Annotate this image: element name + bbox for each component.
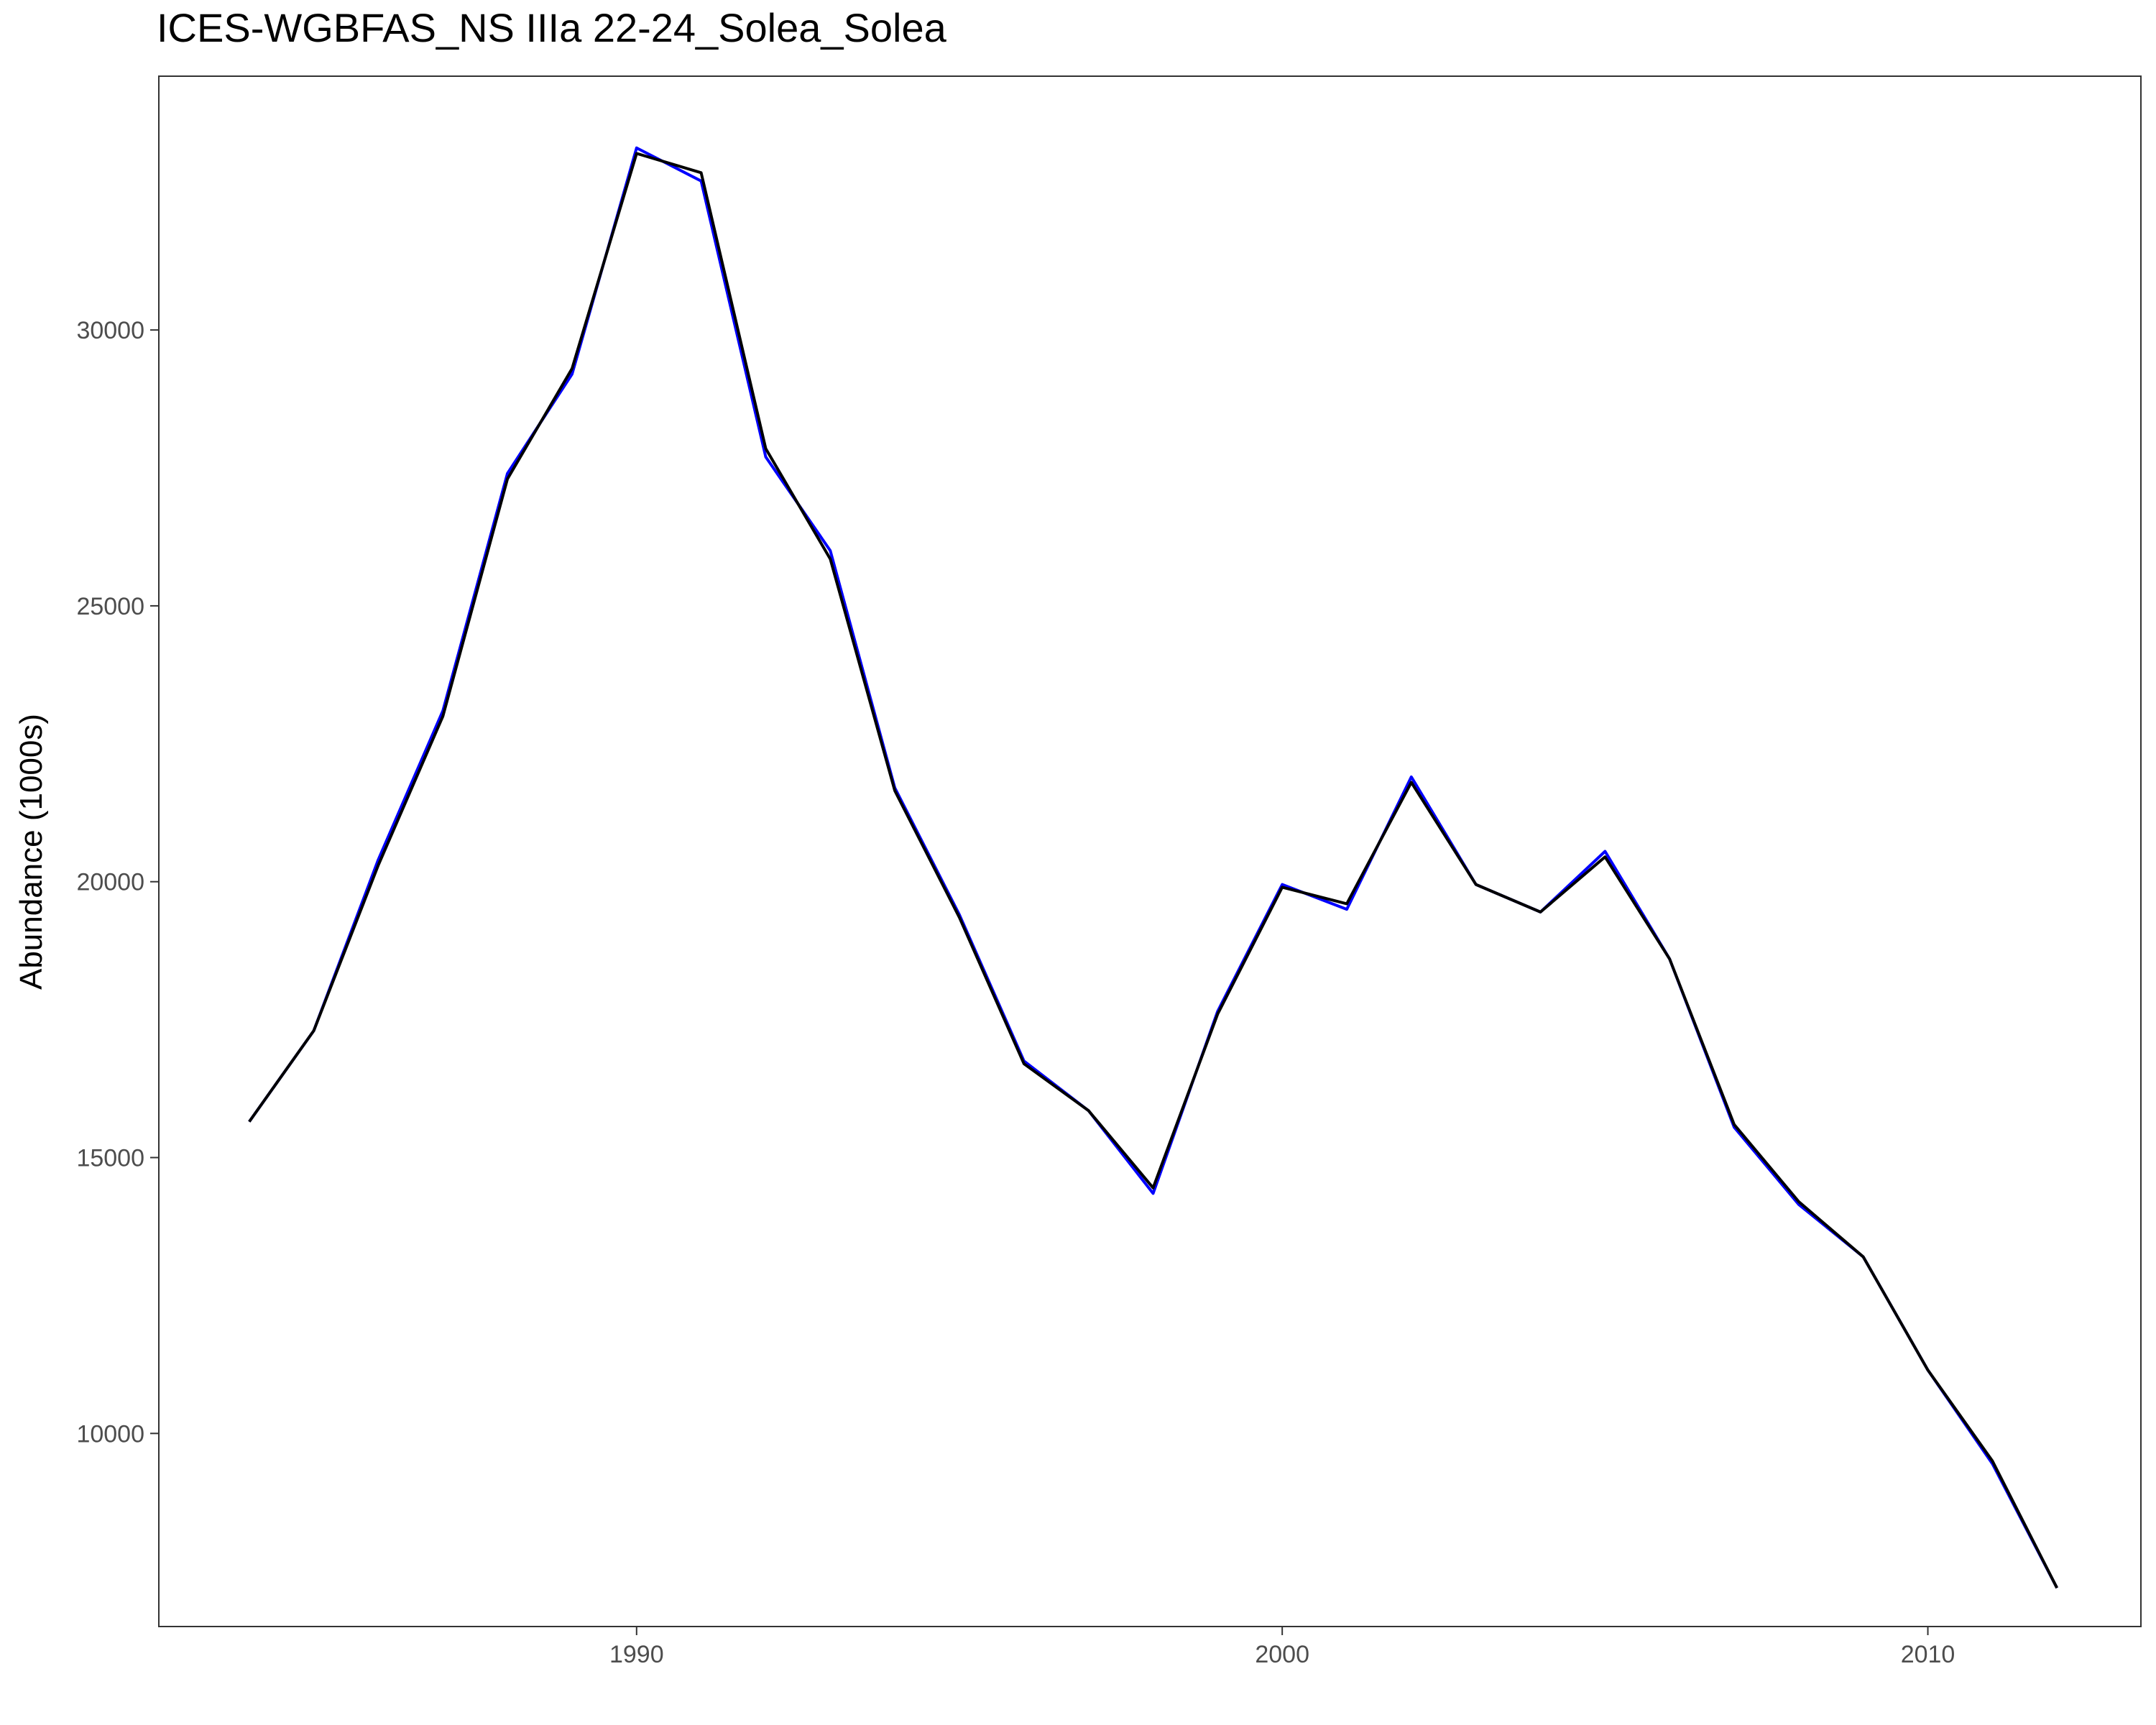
series-line-2	[248, 152, 2058, 1589]
chart-title: ICES-WGBFAS_NS IIIa 22-24_Solea_Solea	[157, 5, 946, 50]
y-tick-label: 20000	[76, 869, 144, 896]
y-axis-title: Abundance (1000s)	[14, 714, 49, 990]
series-layer	[248, 146, 2058, 1589]
x-tick-label: 1990	[609, 1641, 664, 1668]
y-axis: 10000 15000 20000 25000 30000	[76, 317, 159, 1448]
x-tick-label: 2010	[1901, 1641, 1955, 1668]
x-tick-label: 2000	[1255, 1641, 1309, 1668]
x-axis: 1990 2000 2010	[609, 1627, 1955, 1668]
y-tick-label: 10000	[76, 1420, 144, 1448]
y-tick-label: 25000	[76, 593, 144, 620]
y-tick-label: 30000	[76, 317, 144, 344]
plot-panel	[158, 75, 2142, 1627]
y-tick-label: 15000	[76, 1145, 144, 1172]
